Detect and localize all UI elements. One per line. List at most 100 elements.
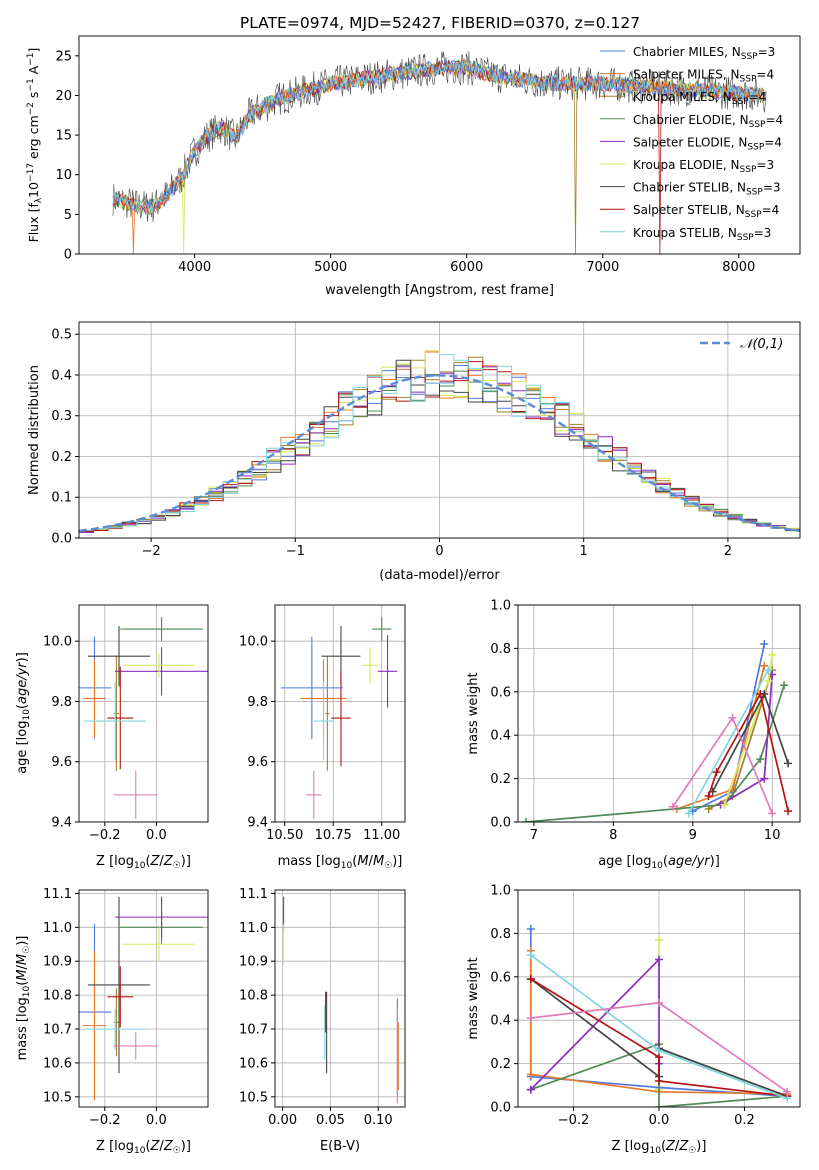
y-tick-label: 0.4 xyxy=(490,1014,511,1029)
plot-area xyxy=(521,640,793,822)
y-axis-label: age [log10(age/yr)] xyxy=(15,652,32,774)
x-tick-label: 10 xyxy=(764,828,781,843)
y-tick-label: 0.1 xyxy=(51,491,72,506)
y-tick-label: 0.8 xyxy=(490,927,511,942)
weight-line xyxy=(530,978,788,1098)
weight-marker xyxy=(655,955,663,964)
y-tick-label: 0.2 xyxy=(51,450,72,465)
weight-marker xyxy=(760,661,769,670)
y-tick-label: 0.2 xyxy=(490,1057,511,1072)
x-tick-label: 0.0 xyxy=(146,1113,167,1128)
weight-marker xyxy=(655,935,663,944)
y-tick-label: 11.1 xyxy=(43,887,72,902)
x-tick-label: −1 xyxy=(286,544,305,559)
x-tick-label: −2 xyxy=(142,544,161,559)
x-tick-label: 4000 xyxy=(178,260,211,275)
axes-frame xyxy=(517,604,801,823)
x-tick-label: 0.2 xyxy=(734,1113,755,1128)
x-axis-label: Z [log10(Z/Z☉)] xyxy=(612,1139,707,1156)
weight-marker xyxy=(655,1103,663,1107)
weight-marker xyxy=(764,666,773,675)
y-tick-label: 9.4 xyxy=(51,816,72,831)
y-tick-label: 10.9 xyxy=(43,955,72,970)
y-tick-label: 0.8 xyxy=(490,642,511,657)
x-tick-label: 5000 xyxy=(314,260,347,275)
chart-mass-vs-Z: −0.2 0.0 10.5 10.6 10.7 10.8 10.9 11.0 11.1 Z [lo… xyxy=(15,887,209,1156)
plot-area xyxy=(280,617,398,819)
y-tick-label: 11.0 xyxy=(239,921,268,936)
y-tick-label: 10.0 xyxy=(239,635,268,650)
y-tick-label: 9.6 xyxy=(247,755,268,770)
weight-line xyxy=(529,950,788,1095)
weight-marker xyxy=(526,925,535,934)
y-tick-label: 11.1 xyxy=(239,887,268,902)
x-tick-label: −0.2 xyxy=(558,1113,590,1128)
axes-frame xyxy=(78,35,801,255)
x-tick-label: 0.00 xyxy=(268,1113,297,1128)
y-tick-label: 0.6 xyxy=(490,685,511,700)
y-tick-label: 0.4 xyxy=(51,368,72,383)
y-tick-label: 10.8 xyxy=(43,989,72,1004)
chart-age-vs-mass: 10.50 10.75 11.00 9.4 9.6 9.8 10.0 mass [log10(… xyxy=(239,604,406,871)
chart-mass-vs-EBV: 0.00 0.05 0.10 10.5 10.6 10.7 10.8 10.9 11.0 11.1… xyxy=(239,887,406,1154)
x-tick-label: 10.75 xyxy=(315,828,352,843)
y-axis-label: mass weight xyxy=(466,957,481,1039)
legend-label: Kroupa STELIB, NSSP=3 xyxy=(633,226,771,243)
axes-frame xyxy=(78,604,209,823)
y-tick-label: 0.4 xyxy=(490,729,511,744)
legend-label: 𝒩(0,1) xyxy=(740,337,783,352)
weight-marker xyxy=(655,1076,663,1085)
x-tick-label: 7000 xyxy=(586,260,619,275)
spectrum-line xyxy=(112,58,767,214)
x-tick-label: 0.0 xyxy=(146,828,167,843)
x-tick-label: 11.00 xyxy=(363,828,400,843)
weight-marker xyxy=(780,681,789,690)
weight-marker xyxy=(768,809,777,818)
y-tick-label: 0.0 xyxy=(51,532,72,547)
y-tick-label: 11.0 xyxy=(43,921,72,936)
weight-line xyxy=(672,716,773,814)
x-axis-label: age [log10(age/yr)] xyxy=(598,854,720,871)
plot-area xyxy=(526,925,792,1107)
y-axis-label: Flux [fλ10−17 erg cm−2 s−1 A−1] xyxy=(26,48,44,243)
x-axis-label: mass [log10(M/M☉)] xyxy=(278,854,403,871)
y-tick-label: 9.8 xyxy=(51,695,72,710)
x-tick-label: −0.2 xyxy=(89,1113,121,1128)
weight-line xyxy=(688,669,769,814)
y-tick-label: 10.8 xyxy=(239,989,268,1004)
legend-label: Chabrier STELIB, NSSP=3 xyxy=(633,181,781,198)
x-tick-label: 8 xyxy=(609,828,617,843)
plot-area xyxy=(79,896,208,1101)
weight-line xyxy=(525,685,785,822)
weight-line xyxy=(530,957,660,1091)
spectrum-line xyxy=(112,59,767,254)
x-axis-label: Z [log10(Z/Z☉)] xyxy=(96,854,191,871)
x-tick-label: 0.10 xyxy=(364,1113,393,1128)
chart-weight-vs-age: 7 8 9 10 0.0 0.2 0.4 0.6 0.8 1.0 age [log10(age/yr… xyxy=(466,599,801,871)
histogram-series xyxy=(79,354,800,531)
weight-marker xyxy=(760,774,769,783)
weight-marker xyxy=(655,998,663,1007)
y-tick-label: 0.5 xyxy=(51,328,72,343)
x-tick-label: 6000 xyxy=(450,260,483,275)
y-axis-label: mass weight xyxy=(466,672,481,754)
y-tick-label: 10.5 xyxy=(239,1090,268,1105)
legend-label: Salpeter MILES, NSSP=4 xyxy=(633,68,774,85)
x-axis-label: wavelength [Angstrom, rest frame] xyxy=(325,283,554,298)
weight-marker xyxy=(526,1070,535,1079)
y-tick-label: 9.4 xyxy=(247,816,268,831)
weight-marker xyxy=(760,640,769,649)
weight-marker xyxy=(521,818,530,822)
y-tick-label: 10.6 xyxy=(239,1056,268,1071)
y-tick-label: 0.2 xyxy=(490,772,511,787)
weight-marker xyxy=(655,1046,663,1055)
figure-title: PLATE=0974, MJD=52427, FIBERID=0370, z=0… xyxy=(240,14,640,32)
weight-marker xyxy=(764,676,773,685)
chart-weight-vs-Z: −0.2 0.0 0.2 0.0 0.2 0.4 0.6 0.8 1.0 Z [log10(Z/Z… xyxy=(466,884,801,1156)
y-tick-label: 10.5 xyxy=(43,1090,72,1105)
normal-curve xyxy=(79,374,800,533)
legend: Chabrier MILES, NSSP=3 Salpeter MILES, NS… xyxy=(600,45,783,243)
y-tick-label: 1.0 xyxy=(490,599,511,614)
x-axis-label: E(B-V) xyxy=(320,1139,360,1154)
